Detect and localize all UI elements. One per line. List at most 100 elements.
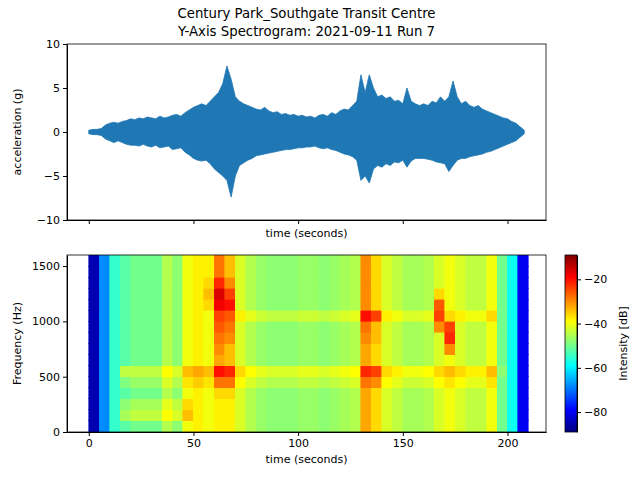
spectrogram-cell: [152, 310, 162, 321]
plot-background: [67, 255, 546, 432]
spectrogram-cell: [424, 266, 434, 277]
spectrogram-cell: [246, 266, 256, 277]
spectrogram-cell: [89, 344, 99, 355]
spectrogram-cell: [466, 410, 476, 421]
spectrogram-cell: [445, 332, 455, 343]
spectrogram-cell: [507, 288, 517, 299]
spectrogram-cell: [204, 277, 214, 288]
spectrogram-cell: [330, 266, 340, 277]
tick: [193, 220, 194, 224]
spectrogram-cell: [204, 366, 214, 377]
spectrogram-cell: [277, 299, 287, 310]
spectrogram-cell: [361, 355, 371, 366]
spectrogram-cell: [476, 366, 486, 377]
spectrogram-cell: [445, 266, 455, 277]
spectrogram-cell: [225, 266, 235, 277]
spectrogram-cell: [487, 310, 497, 321]
spectrogram-cell: [214, 377, 224, 388]
spectrogram-cell: [371, 377, 381, 388]
spectrogram-cell: [204, 410, 214, 421]
spectrogram-cell: [518, 299, 528, 310]
spectrogram-cell: [131, 321, 141, 332]
spectrogram-cell: [497, 388, 507, 399]
spectrogram-cell: [445, 321, 455, 332]
spectrogram-cell: [319, 388, 329, 399]
spectrogram-cell: [141, 310, 151, 321]
spectrogram-cell: [476, 321, 486, 332]
spectrogram-cell: [267, 255, 277, 266]
spectrogram-cell: [497, 344, 507, 355]
spectrogram-cell: [309, 332, 319, 343]
spectrogram-cell: [183, 355, 193, 366]
tick-label: 50: [187, 437, 201, 450]
spectrogram-cell: [267, 321, 277, 332]
spectrogram-cell: [455, 321, 465, 332]
spectrogram-cell: [319, 410, 329, 421]
spectrogram-cell: [193, 288, 203, 299]
spectrogram-cell: [131, 388, 141, 399]
spectrogram-cell: [455, 388, 465, 399]
spectrogram-cell: [246, 344, 256, 355]
spectrogram-cell: [277, 388, 287, 399]
spectrogram-cell: [507, 410, 517, 421]
spectrogram-cell: [371, 388, 381, 399]
spectrogram-cell: [487, 332, 497, 343]
spectrogram-cell: [309, 288, 319, 299]
spectrogram-cell: [350, 299, 360, 310]
spectrogram-cell: [424, 310, 434, 321]
spectrogram-cell: [330, 399, 340, 410]
tick-mark: [63, 377, 67, 378]
tick-mark: [577, 412, 581, 413]
spectrogram-cell: [476, 277, 486, 288]
spectrogram-cell: [319, 344, 329, 355]
spectrogram-cell: [413, 277, 423, 288]
spectrogram-cell: [487, 266, 497, 277]
spectrogram-cell: [110, 255, 120, 266]
spectrogram-cell: [413, 366, 423, 377]
spectrogram-cell: [152, 277, 162, 288]
spectrogram-cell: [110, 421, 120, 432]
tick: 150: [393, 432, 414, 450]
spectrogram-cell: [319, 377, 329, 388]
tick: [89, 220, 90, 224]
spectrogram-cell: [466, 266, 476, 277]
axis-line: [577, 256, 578, 433]
spectrogram-cell: [204, 299, 214, 310]
spectrogram-cell: [141, 421, 151, 432]
spectrogram-cell: [298, 255, 308, 266]
spectrogram-cell: [413, 355, 423, 366]
spectrogram-cell: [340, 344, 350, 355]
spectrogram-cell: [99, 366, 109, 377]
spectrogram-cell: [507, 421, 517, 432]
spectrogram-cell: [162, 399, 172, 410]
spectrogram-cell: [361, 310, 371, 321]
spectrogram-cell: [487, 344, 497, 355]
spectrogram-cell: [162, 344, 172, 355]
spectrogram-cell: [434, 288, 444, 299]
spectrogram-cell: [455, 255, 465, 266]
spectrogram-cell: [267, 421, 277, 432]
spectrogram-cell: [497, 355, 507, 366]
spectrogram-cell: [319, 277, 329, 288]
spectrogram-cell: [340, 255, 350, 266]
spectrogram-cell: [99, 355, 109, 366]
tick: −5: [44, 170, 67, 183]
spectrogram-cell: [518, 266, 528, 277]
spectrogram-cell: [277, 344, 287, 355]
spectrogram-cell: [267, 344, 277, 355]
spectrogram-cell: [152, 421, 162, 432]
spectrogram-cell: [350, 344, 360, 355]
tick-label: 100: [288, 437, 309, 450]
spectrogram-cell: [476, 377, 486, 388]
spectrogram-cell: [330, 310, 340, 321]
spectrogram-cell: [277, 277, 287, 288]
spectrogram-cell: [89, 377, 99, 388]
spectrogram-cell: [298, 344, 308, 355]
spectrogram-cell: [246, 255, 256, 266]
spectrogram-cell: [173, 366, 183, 377]
spectrogram-cell: [120, 399, 130, 410]
spectrogram-cell: [445, 255, 455, 266]
spectrogram-cell: [350, 255, 360, 266]
spectrogram-cell: [120, 421, 130, 432]
spectrogram-cell: [204, 288, 214, 299]
